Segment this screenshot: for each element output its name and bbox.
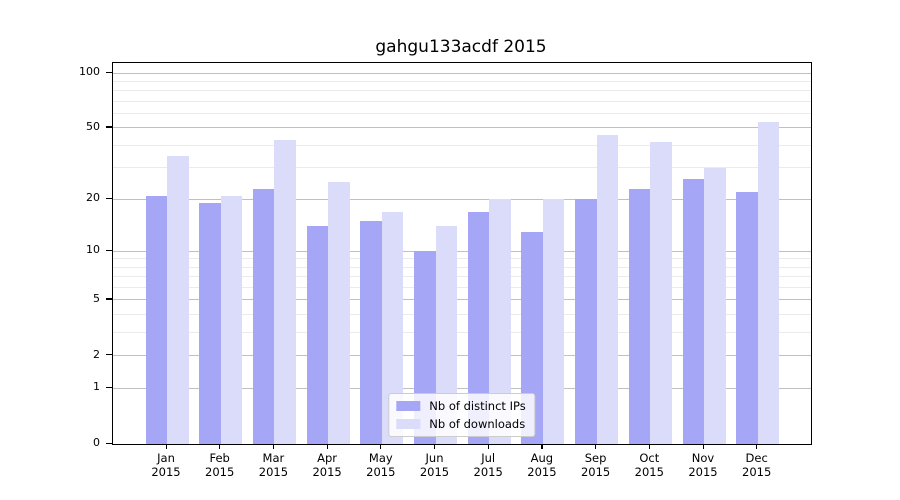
bar-distinct-ips [628,188,651,444]
bar-downloads [596,134,619,444]
y-tick-mark [106,386,112,388]
x-tick-mark [272,444,275,449]
x-tick-label: May 2015 [366,451,396,479]
bar-distinct-ips [145,195,167,444]
x-tick-label: Oct 2015 [634,451,664,479]
y-tick-label: 50 [86,119,100,133]
x-tick-label: Mar 2015 [258,451,289,479]
bar-downloads [704,167,726,444]
x-tick-label: Dec 2015 [742,451,772,479]
gridline-minor [113,266,811,268]
x-tick-mark [326,444,328,449]
bar-distinct-ips [360,221,382,444]
y-tick-label: 2 [93,347,100,361]
gridline-minor [113,144,811,146]
gridline-major [113,387,811,389]
bar-downloads [274,139,296,444]
y-tick-label: 10 [86,243,100,257]
bar-distinct-ips [199,203,221,444]
x-tick-mark [219,444,221,449]
x-tick-label: Sep 2015 [580,451,611,479]
bar-downloads [650,141,672,444]
x-tick-label: Aug 2015 [527,451,557,479]
y-tick-mark [106,71,112,73]
x-tick-label: Jan 2015 [151,451,181,479]
gridline-minor [113,287,811,289]
x-tick-mark [756,444,758,449]
bar-downloads [167,155,189,444]
gridline-minor [113,100,811,102]
x-tick-label: Apr 2015 [312,451,342,479]
legend-row: Nb of distinct IPs [396,399,526,413]
bar-downloads [220,195,243,444]
x-tick-label: Jul 2015 [473,451,503,479]
x-tick-mark [702,444,704,449]
bar-downloads [489,199,511,444]
gridline-major [113,250,811,252]
bar-downloads [381,211,404,444]
gridline-major [113,198,811,200]
gridline-minor [113,258,811,260]
bar-downloads [328,182,350,444]
gridline-minor [113,167,811,169]
x-tick-mark [487,444,489,449]
bar-distinct-ips [467,211,490,444]
gridline-major [113,72,811,74]
bar-distinct-ips [736,191,758,444]
legend: Nb of distinct IPs Nb of downloads [388,393,536,437]
y-tick-label: 20 [86,191,100,205]
y-tick-label: 1 [93,380,100,394]
legend-label: Nb of downloads [429,417,526,431]
x-tick-mark [541,444,543,449]
gridline-minor [113,276,811,278]
y-tick-mark [106,354,112,356]
gridline-minor [113,80,811,82]
y-tick-mark [106,298,112,300]
gridline-major [113,299,811,301]
bar-downloads [542,199,565,444]
plot-area: Nb of distinct IPs Nb of downloads [112,62,812,445]
x-tick-mark [380,444,382,449]
y-tick-label: 5 [93,291,100,305]
x-tick-mark [165,444,167,449]
chart-title: gahgu133acdf 2015 [375,37,547,57]
x-tick-label: Nov 2015 [688,451,718,479]
bar-distinct-ips [306,226,329,444]
gridline-major [113,355,811,357]
gridline-major [113,127,811,129]
x-tick-label: Jun 2015 [419,451,450,479]
legend-swatch-distinct-ips [396,401,421,411]
gridline-minor [113,90,811,92]
y-tick-label: 0 [93,436,100,449]
x-tick-mark [434,444,436,449]
bar-distinct-ips [521,231,543,444]
bar-distinct-ips [575,199,597,444]
y-tick-mark [106,126,112,128]
bar-downloads [435,226,457,444]
x-tick-mark [648,444,650,449]
bar-distinct-ips [252,188,275,444]
y-tick-mark [106,249,112,251]
gridline-minor [113,113,811,115]
y-tick-mark [106,442,112,444]
gridline-minor [113,314,811,316]
x-tick-mark [595,444,597,449]
legend-label: Nb of distinct IPs [429,399,526,413]
y-tick-label: 100 [79,65,100,78]
gridline-minor [113,332,811,334]
y-tick-mark [106,197,112,199]
bar-downloads [757,121,780,444]
bar-distinct-ips [682,179,704,444]
x-tick-label: Feb 2015 [205,451,235,479]
legend-swatch-downloads [396,419,421,429]
legend-row: Nb of downloads [396,417,525,431]
